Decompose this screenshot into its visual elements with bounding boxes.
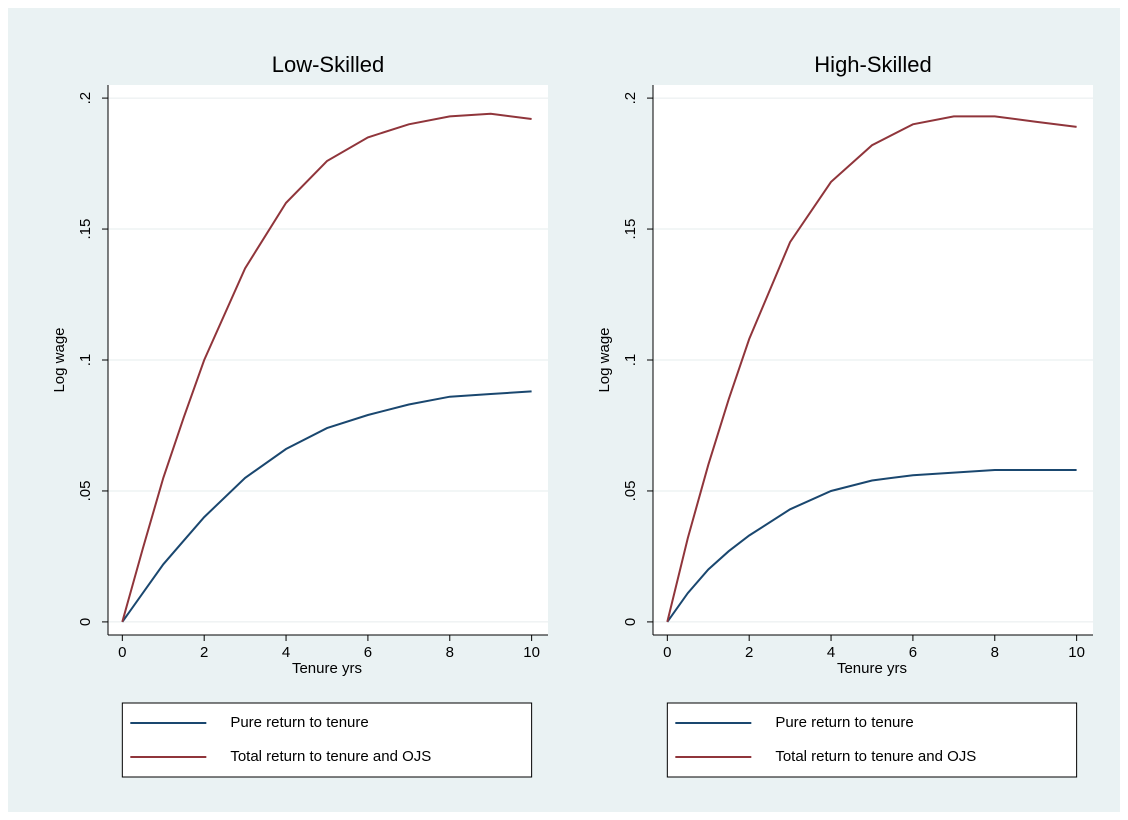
x-tick-label: 10 — [523, 644, 540, 661]
x-tick-label: 10 — [1068, 644, 1085, 661]
y-tick-label: .15 — [77, 219, 94, 240]
x-tick-label: 2 — [200, 644, 208, 661]
x-tick-label: 6 — [909, 644, 917, 661]
y-tick-label: 0 — [77, 618, 94, 626]
x-axis-label: Tenure yrs — [837, 660, 907, 677]
x-tick-label: 6 — [364, 644, 372, 661]
legend — [121, 702, 533, 778]
legend-label: Total return to tenure and OJS — [230, 748, 431, 765]
y-tick-label: .05 — [77, 481, 94, 502]
legend-label: Pure return to tenure — [230, 714, 368, 731]
legend-label: Pure return to tenure — [775, 714, 913, 731]
chart-title: Low-Skilled — [272, 52, 385, 77]
x-tick-label: 8 — [446, 644, 454, 661]
line-series — [666, 115, 1077, 623]
y-tick-label: 0 — [622, 618, 639, 626]
y-tick-label: .1 — [622, 354, 639, 367]
x-tick-label: 0 — [118, 644, 126, 661]
line-series — [121, 390, 532, 623]
x-tick-label: 4 — [827, 644, 835, 661]
line-series — [121, 112, 532, 623]
y-tick-label: .2 — [622, 92, 639, 105]
y-axis-label: Log wage — [596, 327, 613, 392]
y-axis-label: Log wage — [51, 327, 68, 392]
legend — [666, 702, 1078, 778]
x-tick-label: 2 — [745, 644, 753, 661]
x-tick-label: 0 — [663, 644, 671, 661]
legend-label: Total return to tenure and OJS — [775, 748, 976, 765]
x-axis-label: Tenure yrs — [292, 660, 362, 677]
y-tick-label: .15 — [622, 219, 639, 240]
x-tick-label: 8 — [991, 644, 999, 661]
chart-title: High-Skilled — [814, 52, 931, 77]
y-tick-label: .1 — [77, 354, 94, 367]
y-tick-label: .05 — [622, 481, 639, 502]
line-series — [666, 469, 1077, 623]
y-tick-label: .2 — [77, 92, 94, 105]
x-tick-label: 4 — [282, 644, 290, 661]
